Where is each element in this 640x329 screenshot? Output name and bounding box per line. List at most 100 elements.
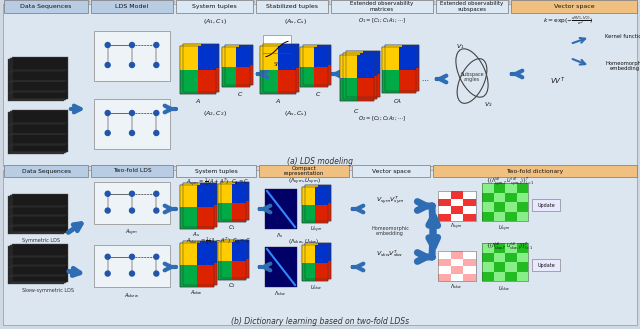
FancyBboxPatch shape xyxy=(91,165,173,177)
Bar xyxy=(438,266,451,273)
Text: $A_{sym}$: $A_{sym}$ xyxy=(125,228,139,238)
Bar xyxy=(463,266,476,273)
Bar xyxy=(10,245,66,283)
Text: $\Lambda_{skw}$: $\Lambda_{skw}$ xyxy=(274,290,286,298)
Circle shape xyxy=(154,111,159,115)
Bar xyxy=(493,183,505,192)
Bar xyxy=(357,78,374,101)
Bar xyxy=(180,185,197,207)
Bar xyxy=(516,192,528,202)
FancyBboxPatch shape xyxy=(352,165,430,177)
Bar xyxy=(221,240,235,259)
Text: $C_1$: $C_1$ xyxy=(228,223,236,233)
Text: Subspace
angles: Subspace angles xyxy=(460,72,484,82)
Text: $(A_2, C_2)$: $(A_2, C_2)$ xyxy=(203,110,227,118)
Bar xyxy=(463,259,476,266)
FancyBboxPatch shape xyxy=(259,165,349,177)
Bar xyxy=(438,191,451,198)
Bar xyxy=(493,243,505,252)
Text: $A_s$: $A_s$ xyxy=(192,231,200,240)
Text: Skew-symmetric LDS: Skew-symmetric LDS xyxy=(22,288,74,293)
FancyBboxPatch shape xyxy=(305,185,331,221)
FancyBboxPatch shape xyxy=(302,245,328,281)
Bar xyxy=(239,65,253,85)
Text: $C_2$: $C_2$ xyxy=(228,282,236,291)
Bar xyxy=(463,198,476,206)
Text: $(\Lambda_{skw}, U_{skw})$: $(\Lambda_{skw}, U_{skw})$ xyxy=(288,238,320,246)
FancyBboxPatch shape xyxy=(346,51,380,97)
FancyBboxPatch shape xyxy=(256,0,328,13)
Bar xyxy=(10,111,66,153)
Bar xyxy=(303,45,317,65)
FancyBboxPatch shape xyxy=(94,99,170,149)
Text: LDS Model: LDS Model xyxy=(115,4,148,9)
Bar xyxy=(451,266,463,273)
Bar xyxy=(505,192,516,202)
Text: Compact
representation: Compact representation xyxy=(284,165,324,176)
Bar xyxy=(505,202,516,212)
Text: $U_{skw}$: $U_{skw}$ xyxy=(310,284,322,292)
Text: SN: SN xyxy=(273,63,280,67)
Text: $(\Lambda_{sym}, U_{sym})$: $(\Lambda_{sym}, U_{sym})$ xyxy=(287,177,321,187)
Bar xyxy=(516,202,528,212)
Bar xyxy=(8,196,64,234)
Circle shape xyxy=(129,254,134,259)
FancyBboxPatch shape xyxy=(343,53,377,99)
Circle shape xyxy=(154,42,159,47)
Bar xyxy=(10,195,66,233)
Bar xyxy=(278,46,296,70)
FancyBboxPatch shape xyxy=(3,170,637,325)
Circle shape xyxy=(154,208,159,213)
Text: (a) LDS modeling: (a) LDS modeling xyxy=(287,157,353,165)
Bar xyxy=(385,45,402,68)
FancyBboxPatch shape xyxy=(436,0,508,13)
Bar xyxy=(232,261,246,280)
Bar xyxy=(451,198,463,206)
Bar xyxy=(482,202,493,212)
Text: $U_{skw}$: $U_{skw}$ xyxy=(498,285,510,293)
Circle shape xyxy=(105,271,110,276)
Bar xyxy=(463,251,476,259)
Text: $VV^T$: $VV^T$ xyxy=(550,75,566,87)
Bar xyxy=(438,259,451,266)
FancyBboxPatch shape xyxy=(265,247,297,287)
FancyBboxPatch shape xyxy=(183,44,219,92)
Bar xyxy=(516,243,528,252)
FancyBboxPatch shape xyxy=(4,0,88,13)
Bar xyxy=(235,201,249,220)
Text: Two-fold LDS: Two-fold LDS xyxy=(113,168,151,173)
Text: $\Lambda_{sym}$: $\Lambda_{sym}$ xyxy=(450,222,462,232)
Text: Extended observability
matrices: Extended observability matrices xyxy=(350,1,413,12)
Bar xyxy=(305,185,318,203)
Bar xyxy=(482,252,493,262)
FancyBboxPatch shape xyxy=(263,35,291,61)
Bar xyxy=(235,240,249,259)
Bar xyxy=(438,214,451,221)
Bar xyxy=(183,44,201,68)
Text: $\{(\Lambda_{skw,l}^{(d)}, U_{skw,l}^{(d)})\}_{l=1}^{T}$: $\{(\Lambda_{skw,l}^{(d)}, U_{skw,l}^{(d… xyxy=(486,241,534,251)
Bar xyxy=(315,205,328,223)
FancyBboxPatch shape xyxy=(176,165,256,177)
Bar xyxy=(302,245,315,263)
Bar xyxy=(516,262,528,271)
Bar xyxy=(399,47,416,70)
Bar xyxy=(263,44,281,68)
FancyBboxPatch shape xyxy=(340,55,374,101)
Bar xyxy=(278,70,296,94)
Bar xyxy=(183,241,200,263)
Bar xyxy=(505,243,516,252)
Text: $V_2$: $V_2$ xyxy=(484,101,492,110)
Text: $A_{sym} = \frac{1}{2}(A+A^T)\ \ C_1 = C$: $A_{sym} = \frac{1}{2}(A+A^T)\ \ C_1 = C… xyxy=(186,176,250,188)
Bar xyxy=(482,212,493,221)
Circle shape xyxy=(105,131,110,136)
Bar xyxy=(201,68,219,92)
Bar xyxy=(402,68,419,91)
Bar xyxy=(438,273,451,281)
Circle shape xyxy=(154,271,159,276)
Bar xyxy=(200,241,217,263)
Bar xyxy=(317,45,331,65)
Bar xyxy=(8,59,64,101)
Bar xyxy=(438,206,451,214)
Text: $(A_1, C_1)$: $(A_1, C_1)$ xyxy=(203,16,227,26)
Bar xyxy=(451,251,463,259)
